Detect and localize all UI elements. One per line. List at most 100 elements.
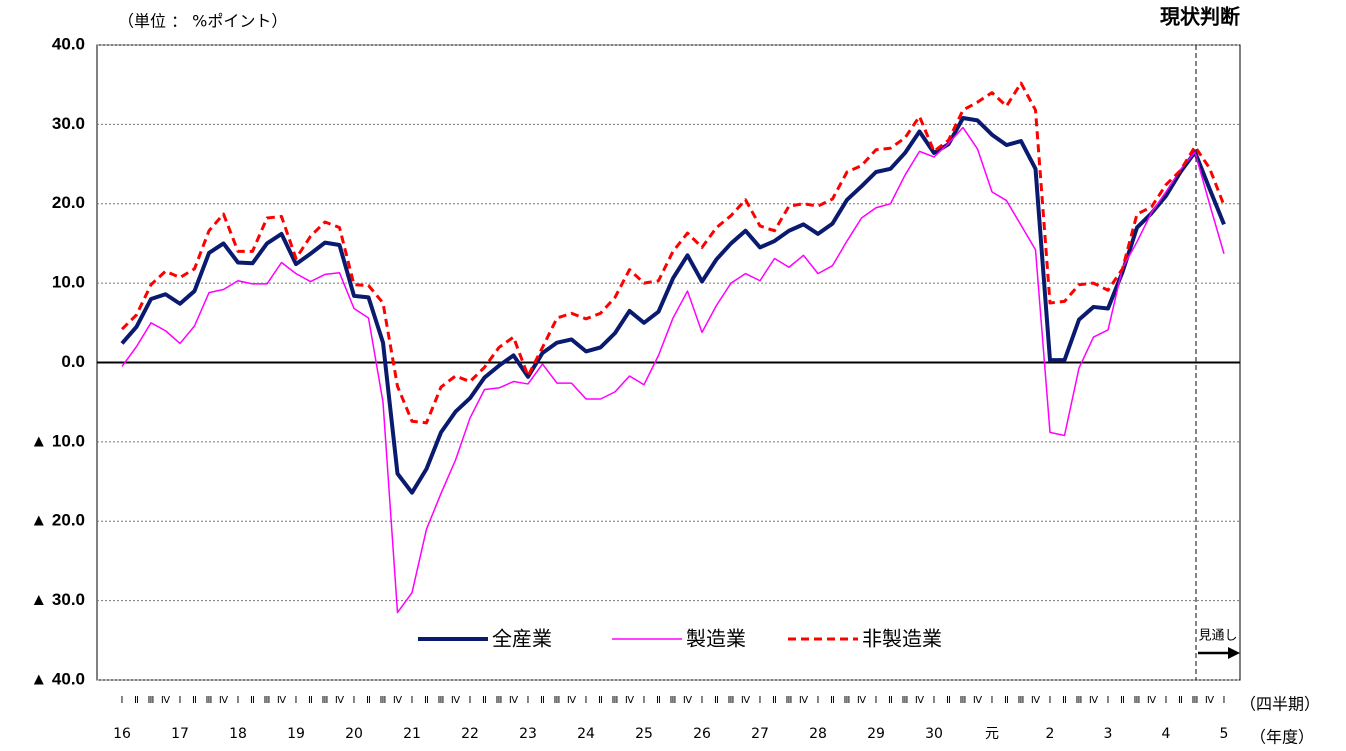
year-label: 19 [287,726,305,742]
x-tick-label: Ⅰ [1107,695,1110,706]
x-tick-label: Ⅱ [250,695,255,706]
forecast-label: 見通し [1198,629,1237,644]
x-tick-label: Ⅰ [991,695,994,706]
x-tick-label: Ⅰ [585,695,588,706]
x-tick-label: Ⅳ [219,695,229,706]
x-tick-label: Ⅱ [134,695,139,706]
x-tick-label: Ⅰ [933,695,936,706]
y-tick-label: ▲ 30.0 [30,590,85,609]
x-tick-label: Ⅳ [451,695,461,706]
y-tick-label: 20.0 [52,193,85,212]
legend-label: 製造業 [686,627,746,651]
x-tick-label: Ⅱ [1178,695,1183,706]
x-tick-label: Ⅳ [567,695,577,706]
y-tick-label: ▲ 20.0 [30,511,85,530]
legend-label: 全産業 [492,627,552,651]
x-tick-label: Ⅳ [509,695,519,706]
x-tick-label: Ⅱ [714,695,719,706]
y-tick-label: 40.0 [52,34,85,53]
x-tick-label: Ⅳ [335,695,345,706]
x-tick-label: Ⅰ [121,695,124,706]
x-tick-label: Ⅱ [830,695,835,706]
unit-label: （単位 ： %ポイント） [118,12,287,31]
x-tick-label: Ⅱ [772,695,777,706]
y-tick-label: ▲ 10.0 [30,431,85,450]
x-tick-label: Ⅱ [540,695,545,706]
x-tick-label: Ⅲ [612,695,619,706]
plot-area: 40.0 30.0 20.0 10.0 0.0 ▲ 10.0 ▲ 20.0 ▲ 30.0 ▲ 4… [30,34,1241,688]
x-tick-label: Ⅰ [643,695,646,706]
x-tick-label: Ⅲ [264,695,271,706]
year-label: 23 [519,726,537,742]
x-tick-label: Ⅲ [148,695,155,706]
x-tick-label: Ⅱ [424,695,429,706]
x-tick-label: Ⅲ [322,695,329,706]
x-tick-label: Ⅰ [817,695,820,706]
x-tick-label: Ⅳ [1205,695,1215,706]
year-label: 24 [577,726,595,742]
year-label: 21 [403,726,421,742]
x-tick-label: Ⅰ [353,695,356,706]
x-tick-label: Ⅳ [683,695,693,706]
year-label: 17 [171,726,189,742]
x-tick-label: Ⅲ [902,695,909,706]
year-label: 30 [925,726,943,742]
year-label: 元 [985,726,999,742]
year-label: 26 [693,726,711,742]
x-tick-label: Ⅲ [728,695,735,706]
x-tick-label: Ⅳ [973,695,983,706]
x-tick-label: Ⅱ [192,695,197,706]
series-line [120,81,1226,425]
x-tick-label: Ⅳ [799,695,809,706]
x-tick-label: Ⅲ [554,695,561,706]
x-tick-label: Ⅲ [438,695,445,706]
x-tick-label: Ⅲ [1192,695,1199,706]
x-tick-label: Ⅳ [915,695,925,706]
x-tick-label: Ⅲ [960,695,967,706]
x-tick-label: Ⅰ [295,695,298,706]
x-tick-label: Ⅲ [496,695,503,706]
x-tick-label: Ⅳ [741,695,751,706]
series-line [120,116,1226,495]
x-tick-label: Ⅱ [1004,695,1009,706]
x-tick-label: Ⅰ [411,695,414,706]
x-tick-label: Ⅰ [1165,695,1168,706]
year-label: 22 [461,726,479,742]
x-tick-label: Ⅲ [380,695,387,706]
x-tick-label: Ⅲ [670,695,677,706]
x-tick-label: Ⅱ [598,695,603,706]
x-tick-label: Ⅰ [701,695,704,706]
year-label: 3 [1104,726,1113,742]
x-tick-label: Ⅰ [179,695,182,706]
legend: 全産業 製造業 非製造業 [410,619,990,659]
legend-label: 非製造業 [862,627,942,651]
x-tick-label: Ⅰ [237,695,240,706]
x-tick-label: Ⅳ [1147,695,1157,706]
x-tick-label: Ⅱ [1062,695,1067,706]
x-tick-label: Ⅱ [308,695,313,706]
x-tick-label: Ⅱ [888,695,893,706]
y-tick-label: 30.0 [52,114,85,133]
year-label: 18 [229,726,247,742]
x-tick-label: Ⅲ [206,695,213,706]
y-tick-label: 0.0 [61,352,85,371]
x-tick-label: Ⅰ [1049,695,1052,706]
series-line [121,126,1225,614]
year-label: 25 [635,726,653,742]
x-tick-label: Ⅲ [786,695,793,706]
forecast-arrowhead [1228,647,1240,659]
year-label: 28 [809,726,827,742]
x-tick-label: Ⅳ [625,695,635,706]
x-tick-label: Ⅳ [1031,695,1041,706]
x-tick-label: Ⅳ [161,695,171,706]
x-tick-label: Ⅰ [527,695,530,706]
x-axis-label: （四半期） [1240,695,1320,714]
x-tick-label: Ⅰ [1223,695,1226,706]
x-tick-label: Ⅲ [1018,695,1025,706]
year-label: 29 [867,726,885,742]
x-tick-label: Ⅱ [366,695,371,706]
x-tick-label: Ⅳ [277,695,287,706]
year-axis-label: （年度） [1250,728,1314,747]
x-tick-label: Ⅰ [875,695,878,706]
